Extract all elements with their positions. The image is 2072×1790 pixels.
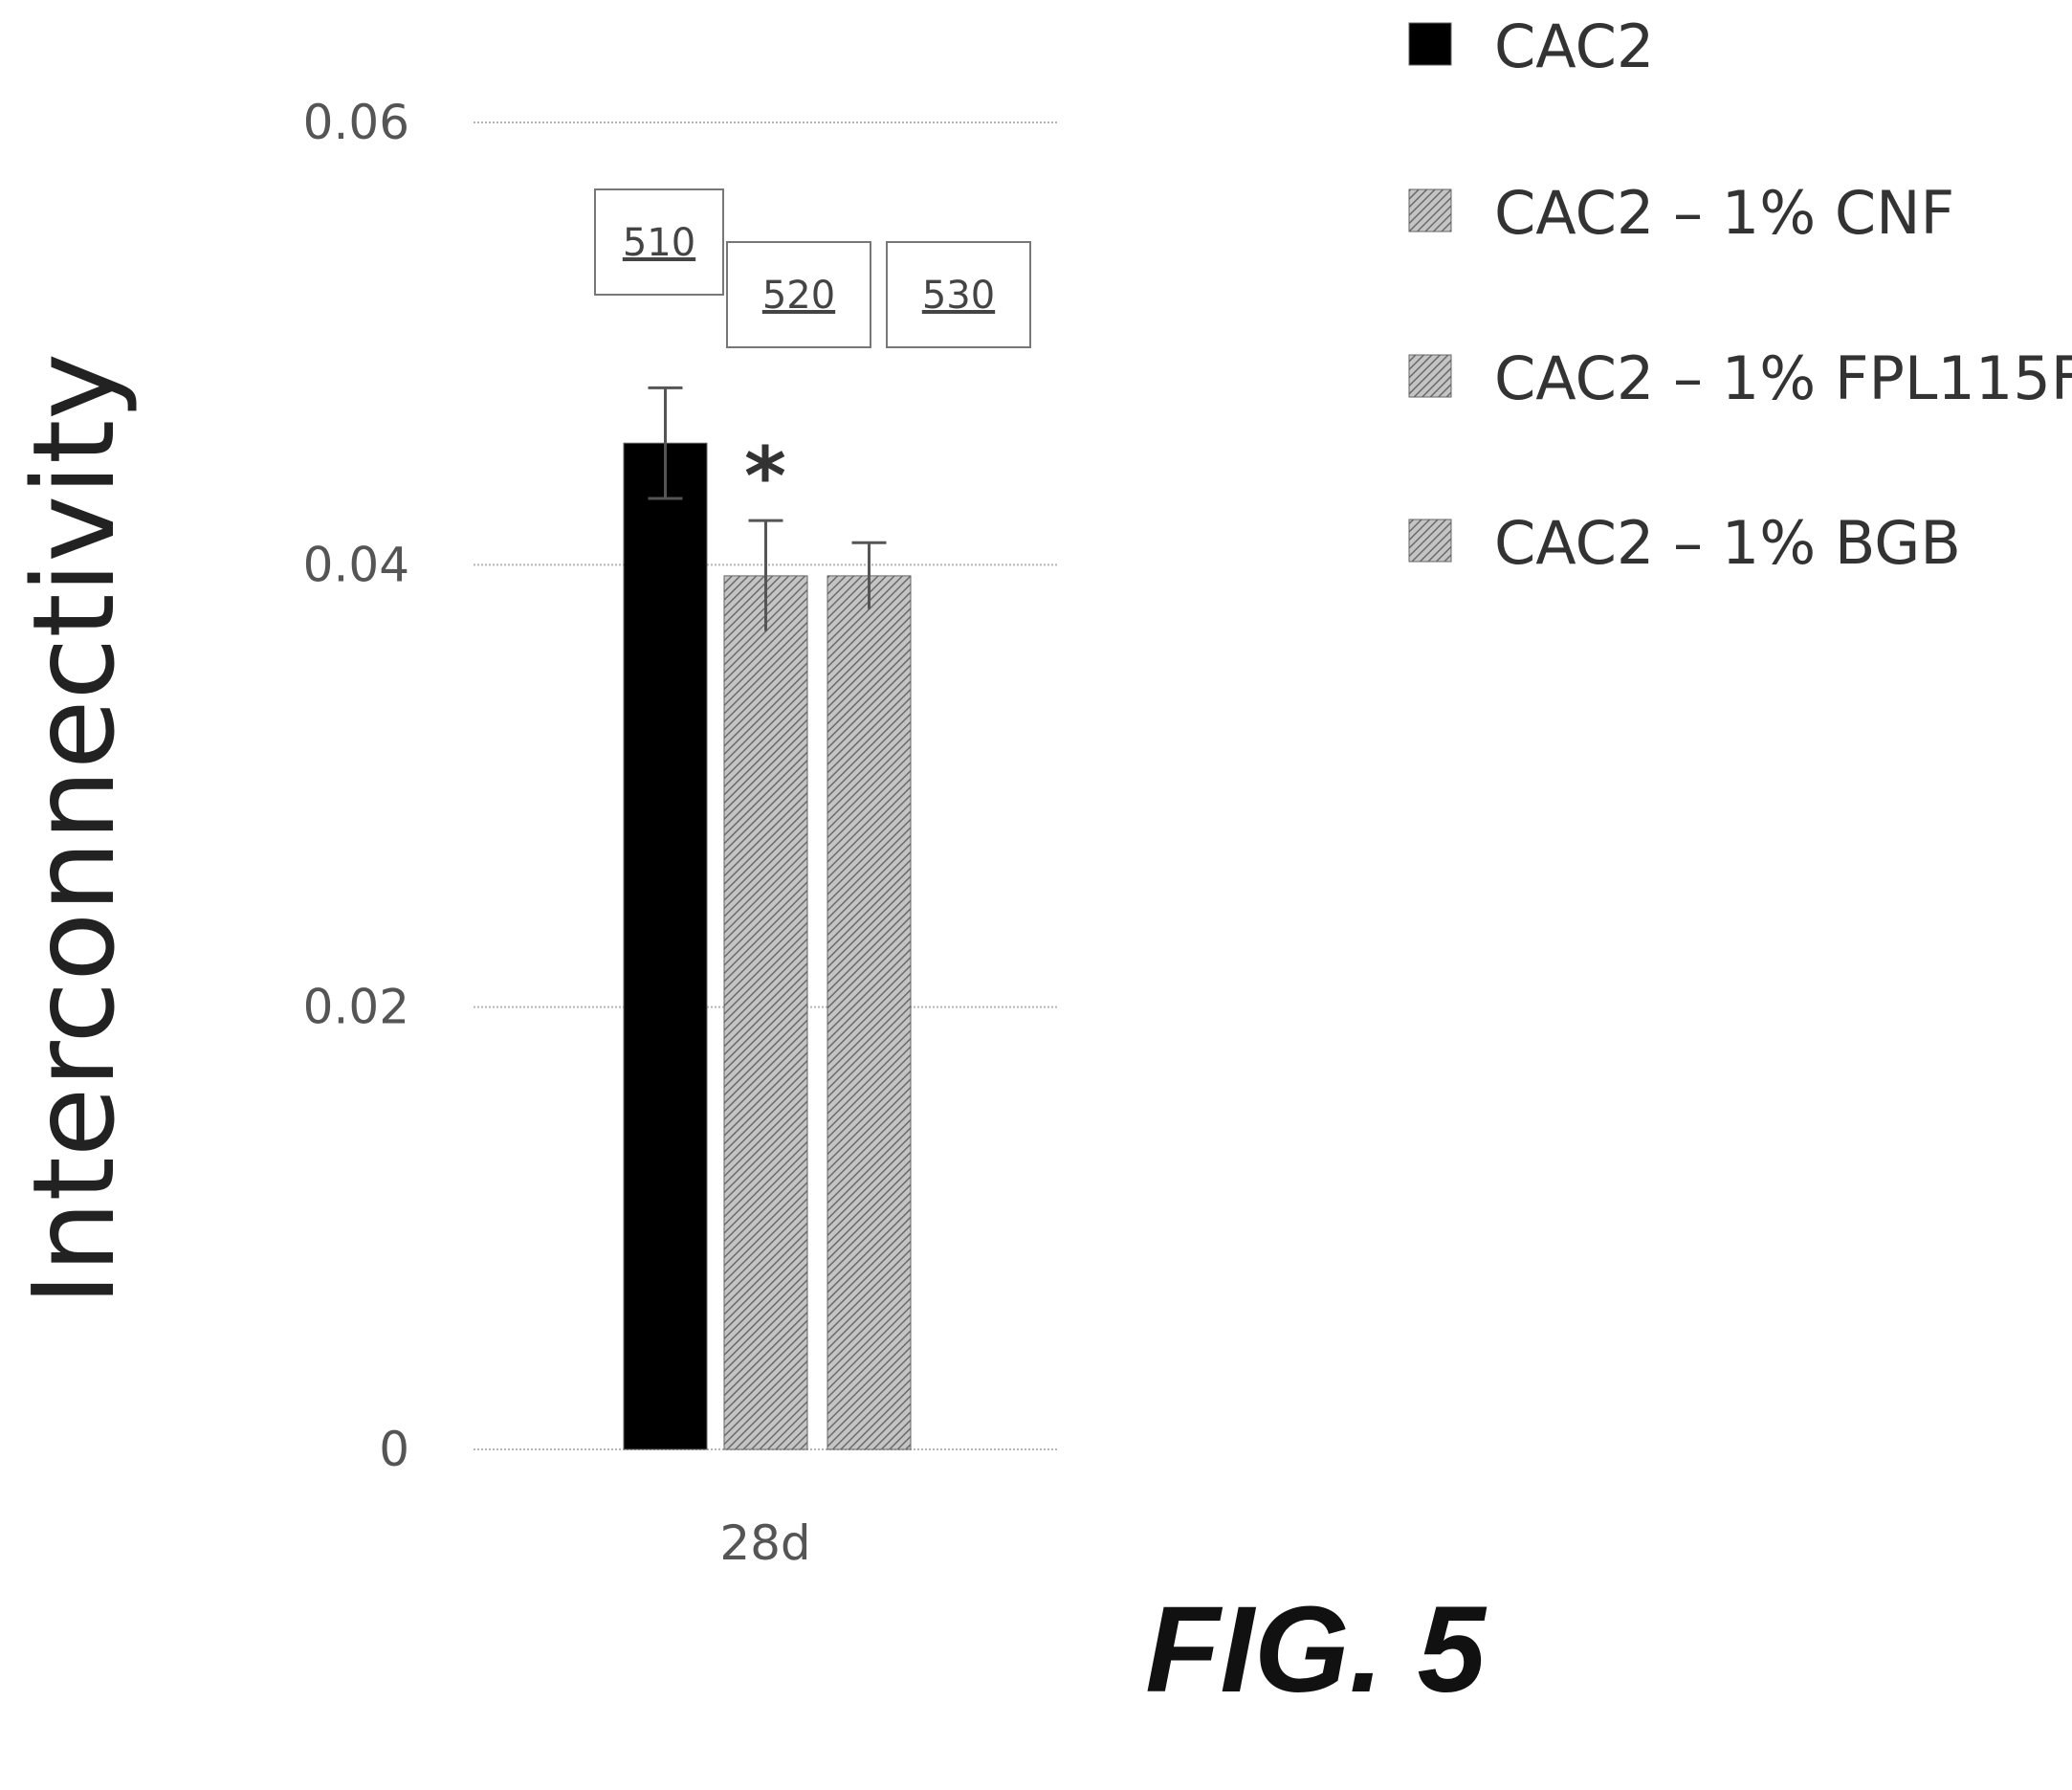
y-tick-label: 0.06 xyxy=(303,95,409,150)
reference-number: 520 xyxy=(762,274,835,318)
bar xyxy=(623,442,708,1450)
legend-swatch xyxy=(1408,22,1452,66)
y-axis-label: Interconnectivity xyxy=(8,353,140,1306)
reference-boxes: 510 520 530 xyxy=(594,188,1031,348)
legend-swatch xyxy=(1408,188,1452,232)
legend-label: CAC2 – 1% CNF xyxy=(1494,178,1954,248)
y-tick-label: 0 xyxy=(379,1422,409,1477)
reference-box xyxy=(886,241,1031,348)
x-category-label: 28d xyxy=(719,1515,810,1571)
legend-label: CAC2 – 1% FPL115F xyxy=(1494,343,2072,413)
y-tick-label: 0.02 xyxy=(303,980,409,1035)
reference-box xyxy=(594,188,724,296)
legend-swatch xyxy=(1408,519,1452,563)
reference-number: 510 xyxy=(623,221,695,265)
legend-label: CAC2 xyxy=(1494,11,1654,81)
legend: CAC2 CAC2 – 1% CNF CAC2 – 1% FPL115F CAC2 –… xyxy=(1408,11,2072,578)
bars: * xyxy=(623,386,912,1450)
significance-marker: * xyxy=(744,430,786,523)
bar xyxy=(723,575,808,1450)
figure-label: FIG. 5 xyxy=(1145,1581,1487,1718)
bar xyxy=(827,575,912,1450)
legend-swatch xyxy=(1408,354,1452,398)
reference-box xyxy=(726,241,871,348)
reference-number: 530 xyxy=(922,274,995,318)
y-axis-ticks: 0 0.02 0.04 0.06 xyxy=(303,95,409,1477)
y-tick-label: 0.04 xyxy=(303,537,409,592)
legend-label: CAC2 – 1% BGB xyxy=(1494,508,1961,578)
